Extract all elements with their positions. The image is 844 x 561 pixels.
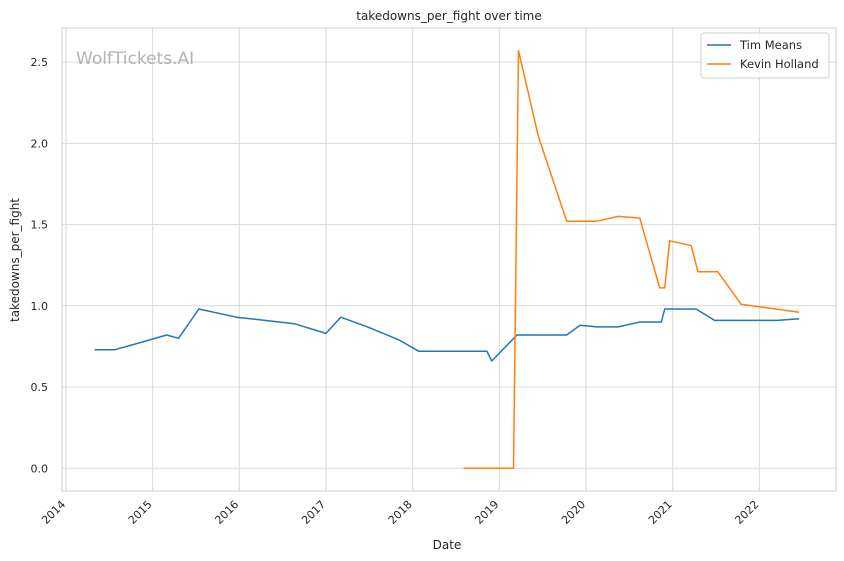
plot-area-frame	[61, 27, 837, 492]
y-tick-label-2.5: 2.5	[31, 56, 49, 69]
series-line-tim-means	[94, 308, 800, 362]
series-layer	[94, 49, 800, 470]
y-tick-label-2.0: 2.0	[31, 137, 49, 150]
chart-title: takedowns_per_fight over time	[356, 9, 542, 23]
y-tick-label-1.5: 1.5	[31, 219, 49, 232]
y-tick-labels: 0.0 0.5 1.0 1.5 2.0 2.5	[31, 56, 49, 475]
legend-label-tim-means: Tim Means	[739, 38, 802, 52]
y-tick-label-0.0: 0.0	[31, 462, 49, 475]
legend-box	[700, 32, 830, 79]
y-tick-label-1.0: 1.0	[31, 300, 49, 313]
legend: Tim Means Kevin Holland	[700, 32, 830, 79]
y-tick-label-0.5: 0.5	[31, 381, 49, 394]
grid-lines	[62, 28, 836, 491]
x-axis-title: Date	[433, 538, 462, 552]
watermark: WolfTickets.AI	[76, 49, 194, 69]
y-axis-title: takedowns_per_fight	[8, 198, 22, 322]
legend-label-kevin-holland: Kevin Holland	[740, 57, 819, 71]
series-line-kevin-holland	[463, 49, 800, 470]
